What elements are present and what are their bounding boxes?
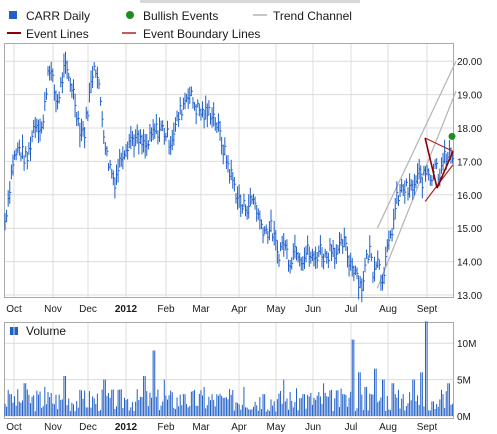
volume-x-axis: Oct Nov Dec 2012 Feb Mar Apr May Jun Jul Aug Sept <box>6 422 437 433</box>
x-tick-label: 2012 <box>115 304 138 315</box>
volume-y-axis: 0M 5M 10M <box>457 339 476 423</box>
price-y-tick-label: 18.00 <box>457 124 482 135</box>
volume-panel: Volume 0M 5M 10M <box>4 321 476 423</box>
price-y-tick-label: 20.00 <box>457 57 482 68</box>
volume-title: Volume <box>26 324 66 338</box>
price-y-tick-label: 17.00 <box>457 157 482 168</box>
legend-trend-label: Trend Channel <box>273 9 352 23</box>
price-y-tick-label: 15.00 <box>457 224 482 235</box>
x-tick-label: Oct <box>6 304 22 315</box>
price-bars <box>4 51 455 303</box>
event-lines <box>424 137 454 189</box>
volume-x-tick-label: Mar <box>192 422 210 433</box>
event-line <box>424 137 438 189</box>
trend-channel <box>376 60 457 289</box>
legend-bullish-marker <box>126 11 134 19</box>
top-strip <box>140 0 360 3</box>
volume-x-tick-label: Sept <box>417 422 438 433</box>
volume-x-tick-label: Feb <box>157 422 175 433</box>
volume-x-tick-label: Jul <box>345 422 358 433</box>
price-y-tick-label: 19.00 <box>457 91 482 102</box>
x-tick-label: Mar <box>192 304 210 315</box>
price-y-axis: 13.00 14.00 15.00 16.00 17.00 18.00 19.00 20.00 <box>457 57 482 302</box>
volume-y-tick-label: 5M <box>457 376 471 387</box>
volume-bars <box>4 321 454 416</box>
legend-boundary-label: Event Boundary Lines <box>143 27 260 41</box>
price-plot-area <box>4 43 454 298</box>
x-tick-label: Jul <box>345 304 358 315</box>
price-y-tick-label: 13.00 <box>457 291 482 302</box>
x-tick-label: Jun <box>305 304 321 315</box>
price-y-tick-label: 16.00 <box>457 191 482 202</box>
volume-x-tick-label: 2012 <box>115 422 138 433</box>
volume-x-tick-label: Oct <box>6 422 22 433</box>
volume-x-tick-label: Jun <box>305 422 321 433</box>
price-x-axis: Oct Nov Dec 2012 Feb Mar Apr May Jun Jul Aug Sept <box>6 304 437 315</box>
price-y-tick-label: 14.00 <box>457 258 482 269</box>
event-boundary-line <box>424 137 454 152</box>
bullish-events <box>448 132 456 140</box>
volume-x-tick-label: Nov <box>44 422 62 433</box>
x-tick-label: Feb <box>157 304 175 315</box>
price-panel: 13.00 14.00 15.00 16.00 17.00 18.00 19.00 20.00 <box>4 43 482 303</box>
bullish-event-point <box>448 132 456 140</box>
legend: CARR Daily Bullish Events Trend Channel … <box>7 9 352 41</box>
x-tick-label: Dec <box>79 304 97 315</box>
volume-x-tick-label: May <box>267 422 286 433</box>
volume-plot-area <box>4 322 454 419</box>
x-tick-label: May <box>267 304 286 315</box>
legend-event-lines-label: Event Lines <box>26 27 89 41</box>
trend-channel-lower <box>376 91 457 289</box>
x-tick-label: Sept <box>417 304 438 315</box>
volume-x-tick-label: Apr <box>231 422 247 433</box>
trend-channel-upper <box>376 60 457 229</box>
x-tick-label: Aug <box>379 304 397 315</box>
x-tick-label: Apr <box>231 304 247 315</box>
volume-x-tick-label: Aug <box>379 422 397 433</box>
volume-y-tick-label: 10M <box>457 339 476 350</box>
x-tick-label: Nov <box>44 304 62 315</box>
volume-y-tick-label: 0M <box>457 412 471 423</box>
legend-carr-label: CARR Daily <box>26 9 90 23</box>
volume-x-tick-label: Dec <box>79 422 97 433</box>
event-line <box>436 151 454 189</box>
legend-carr-marker <box>9 11 17 19</box>
legend-bullish-label: Bullish Events <box>143 9 218 23</box>
